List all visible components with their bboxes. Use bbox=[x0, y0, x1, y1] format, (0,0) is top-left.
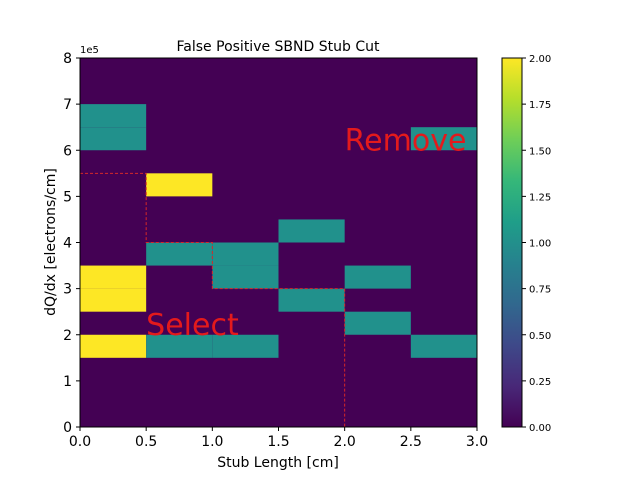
colorbar-tick-label: 0.00 bbox=[529, 423, 551, 434]
heatmap-cell bbox=[146, 173, 213, 197]
plot-area: Remove Select 0.0 0.5 1.0 1.5 2.0 2.5 3.0 0 1 2 3 4 5 6… bbox=[63, 51, 488, 450]
heatmap-cell bbox=[212, 242, 279, 266]
colorbar-tick-label: 0.50 bbox=[529, 331, 551, 342]
heatmap-cell bbox=[146, 334, 213, 358]
annotation-remove: Remove bbox=[345, 123, 467, 158]
heatmap-cell bbox=[344, 265, 411, 289]
cut-line bbox=[80, 172, 346, 427]
chart-title: False Positive SBND Stub Cut bbox=[177, 39, 380, 55]
x-tick-label: 3.0 bbox=[466, 434, 488, 450]
colorbar-tick-label: 0.75 bbox=[529, 285, 551, 296]
x-tick-label: 0.0 bbox=[69, 434, 91, 450]
heatmap-cell bbox=[80, 334, 147, 358]
y-tick-label: 5 bbox=[63, 189, 72, 205]
colorbar-tick-label: 1.25 bbox=[529, 192, 551, 203]
y-axis-label: dQ/dx [electrons/cm] bbox=[43, 168, 59, 316]
heatmap-cell bbox=[80, 104, 147, 128]
colorbar-tick-label: 0.25 bbox=[529, 377, 551, 388]
heatmap-cell bbox=[146, 242, 213, 266]
heatmap-cell bbox=[278, 219, 345, 243]
heatmap-cell bbox=[278, 288, 345, 312]
colorbar: 0.00 0.25 0.50 0.75 1.00 1.25 1.50 1.75 2.00 bbox=[501, 54, 551, 434]
y-tick-label: 7 bbox=[63, 97, 72, 113]
annotation-select: Select bbox=[146, 308, 239, 343]
y-tick-label: 2 bbox=[63, 328, 72, 344]
x-axis-label: Stub Length [cm] bbox=[217, 455, 339, 471]
x-tick-label: 0.5 bbox=[135, 434, 157, 450]
y-offset-label: 1e5 bbox=[80, 45, 99, 56]
y-tick-label: 0 bbox=[63, 420, 72, 436]
y-tick-label: 3 bbox=[63, 282, 72, 298]
heatmap-cell bbox=[410, 334, 477, 358]
y-tick-label: 1 bbox=[63, 374, 72, 390]
colorbar-tick-label: 1.75 bbox=[529, 100, 551, 111]
y-tick-label: 8 bbox=[63, 51, 72, 67]
heatmap-cell bbox=[344, 311, 411, 335]
heatmap-cell bbox=[212, 265, 279, 289]
colorbar-tick-label: 1.00 bbox=[529, 239, 551, 250]
x-tick-label: 2.5 bbox=[400, 434, 422, 450]
heatmap-cell bbox=[80, 288, 147, 312]
heatmap-cell bbox=[410, 127, 477, 151]
y-tick-label: 6 bbox=[63, 143, 72, 159]
x-tick-label: 1.0 bbox=[201, 434, 223, 450]
heatmap-cell bbox=[80, 127, 147, 151]
x-tick-label: 1.5 bbox=[267, 434, 289, 450]
colorbar-gradient bbox=[501, 57, 523, 428]
x-tick-label: 2.0 bbox=[334, 434, 356, 450]
heatmap-cell bbox=[80, 265, 147, 289]
y-tick-label: 4 bbox=[63, 236, 72, 252]
colorbar-tick-label: 2.00 bbox=[529, 54, 551, 65]
colorbar-tick-label: 1.50 bbox=[529, 146, 551, 157]
heatmap-cell bbox=[212, 334, 279, 358]
